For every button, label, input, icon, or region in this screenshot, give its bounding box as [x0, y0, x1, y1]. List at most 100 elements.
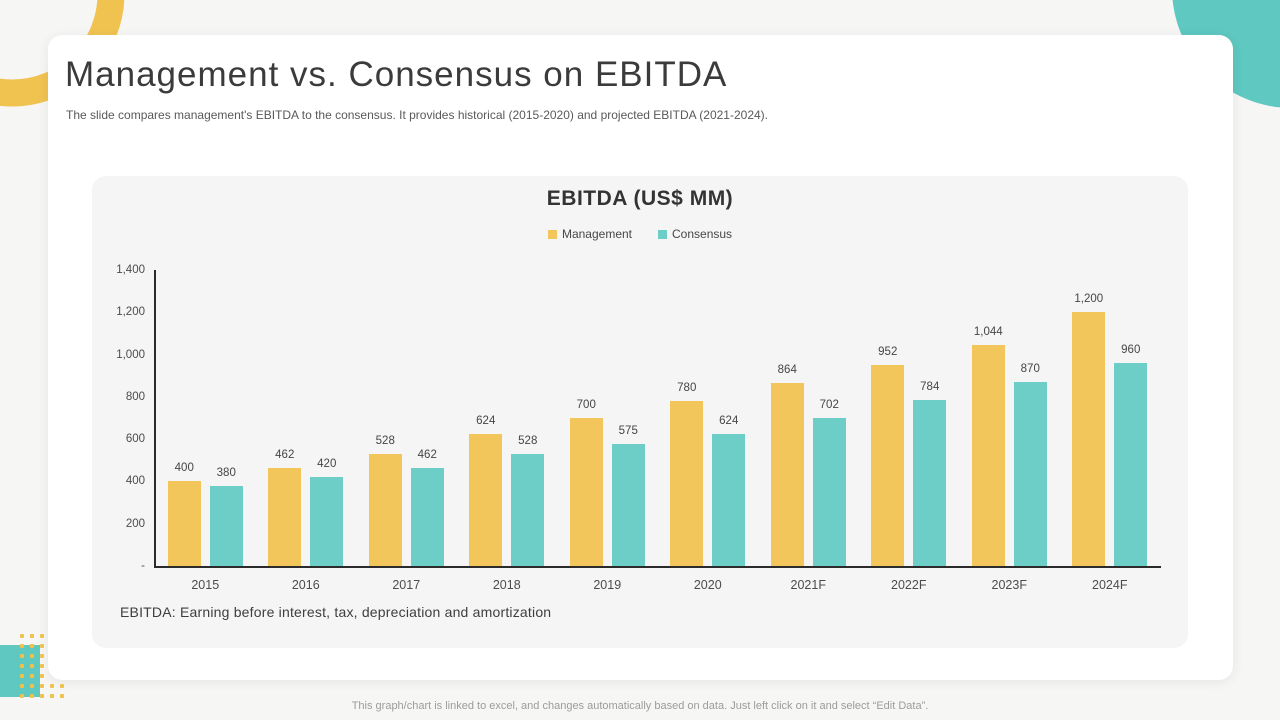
bar-consensus-2022F[interactable]	[913, 400, 947, 566]
bar-management-2020[interactable]	[670, 401, 704, 566]
chart-title: EBITDA (US$ MM)	[546, 187, 734, 210]
decoration-dot	[30, 634, 34, 638]
bar-value-label: 624	[719, 415, 739, 428]
bar-value-label: 624	[476, 415, 496, 428]
bar-consensus-2023F[interactable]	[1013, 382, 1047, 566]
decoration-dot	[40, 654, 44, 658]
x-axis-category-label: 2024F	[1092, 578, 1128, 592]
bar-value-label: 864	[777, 364, 797, 377]
bar-value-label: 870	[1020, 363, 1040, 376]
bar-consensus-2019[interactable]	[611, 444, 645, 566]
y-axis-tick-label: 1,200	[116, 306, 145, 319]
x-axis-category-label: 2016	[291, 578, 320, 592]
y-axis-tick-label: 200	[125, 517, 145, 530]
slide-card: Management vs. Consensus on EBITDA The s…	[48, 35, 1233, 680]
y-axis-tick-label: 600	[125, 433, 145, 446]
y-axis-tick-label: 800	[125, 390, 145, 403]
decoration-dot	[30, 694, 34, 698]
bar-value-label: 575	[618, 425, 638, 438]
bar-consensus-2017[interactable]	[410, 468, 444, 566]
chart-legend: Management Consensus	[92, 227, 1188, 241]
decoration-dot	[30, 664, 34, 668]
decoration-dot	[60, 684, 64, 688]
decoration-dot	[20, 644, 24, 648]
bar-value-label: 462	[275, 449, 295, 462]
bar-chart-plot[interactable]: - 200 400 600 800 1,000 1,200 1,400 400 380 2015 46…	[116, 264, 1161, 592]
decoration-dot	[20, 694, 24, 698]
bar-consensus-2024F[interactable]	[1114, 363, 1148, 566]
legend-label: Management	[561, 227, 632, 241]
dot-grid-decoration	[20, 634, 70, 702]
x-axis-category-label: 2021F	[790, 578, 826, 592]
bar-value-label: 528	[375, 435, 395, 448]
bar-value-label: 952	[878, 345, 898, 358]
bar-value-label: 528	[518, 435, 538, 448]
page-subtitle: The slide compares management's EBITDA t…	[66, 108, 768, 122]
bar-management-2019[interactable]	[569, 418, 603, 566]
decoration-dot	[60, 694, 64, 698]
x-axis-category-label: 2019	[593, 578, 622, 592]
bar-value-label: 462	[417, 449, 437, 462]
legend-item-management: Management	[547, 227, 632, 241]
bar-management-2024F[interactable]	[1072, 312, 1106, 566]
x-axis-category-label: 2020	[693, 578, 722, 592]
decoration-dot	[50, 684, 54, 688]
bar-value-label: 960	[1121, 344, 1141, 357]
x-axis-category-label: 2015	[191, 578, 220, 592]
decoration-dot	[20, 674, 24, 678]
decoration-dot	[20, 664, 24, 668]
y-axis-tick-label: 1,000	[116, 348, 145, 361]
bar-consensus-2016[interactable]	[310, 477, 344, 566]
decoration-dot	[20, 634, 24, 638]
page-title: Management vs. Consensus on EBITDA	[65, 55, 728, 94]
x-axis-category-label: 2022F	[891, 578, 927, 592]
y-axis-line	[154, 270, 156, 568]
bar-management-2016[interactable]	[268, 468, 302, 566]
legend-label: Consensus	[672, 227, 733, 241]
decoration-dot	[20, 654, 24, 658]
bar-consensus-2021F[interactable]	[812, 417, 846, 566]
footer-note: This graph/chart is linked to excel, and…	[351, 700, 929, 712]
chart-panel[interactable]: EBITDA (US$ MM) Management Consensus - 200…	[92, 176, 1188, 648]
bar-value-label: 702	[819, 398, 839, 411]
decoration-dot	[40, 664, 44, 668]
x-axis-category-label: 2023F	[991, 578, 1027, 592]
bar-value-label: 420	[317, 458, 337, 471]
bar-management-2021F[interactable]	[770, 383, 804, 566]
y-axis-tick-label: 1,400	[116, 264, 145, 276]
legend-swatch-consensus	[658, 229, 667, 239]
yellow-ring-decoration	[0, 0, 125, 107]
x-axis-line	[154, 566, 1161, 568]
x-axis-category-label: 2018	[492, 578, 521, 592]
bar-value-label: 1,044	[973, 326, 1003, 339]
bar-management-2017[interactable]	[368, 454, 402, 566]
decoration-dot	[30, 654, 34, 658]
bar-value-label: 400	[174, 462, 194, 475]
decoration-dot	[30, 644, 34, 648]
bar-consensus-2018[interactable]	[511, 454, 545, 566]
decoration-dot	[40, 684, 44, 688]
decoration-dot	[30, 674, 34, 678]
x-axis-category-label: 2017	[392, 578, 421, 592]
bar-value-label: 380	[216, 466, 236, 479]
bar-management-2015[interactable]	[167, 481, 201, 566]
decoration-dot	[40, 644, 44, 648]
decoration-dot	[20, 684, 24, 688]
bar-value-label: 1,200	[1074, 293, 1104, 306]
bar-management-2022F[interactable]	[871, 364, 905, 566]
decoration-dot	[40, 634, 44, 638]
bar-management-2023F[interactable]	[971, 345, 1005, 566]
decoration-dot	[50, 694, 54, 698]
chart-footnote: EBITDA: Earning before interest, tax, de…	[120, 604, 552, 620]
bar-consensus-2020[interactable]	[712, 434, 746, 566]
y-axis-tick-label: 400	[125, 475, 145, 488]
bar-consensus-2015[interactable]	[209, 485, 243, 566]
legend-swatch-management	[547, 229, 557, 239]
decoration-dot	[40, 674, 44, 678]
teal-rect-decoration	[0, 645, 40, 697]
bar-management-2018[interactable]	[469, 434, 503, 566]
bar-value-label: 784	[920, 381, 940, 394]
legend-item-consensus: Consensus	[658, 227, 732, 241]
y-axis-tick-label: -	[141, 560, 145, 572]
bar-value-label: 700	[576, 399, 596, 411]
